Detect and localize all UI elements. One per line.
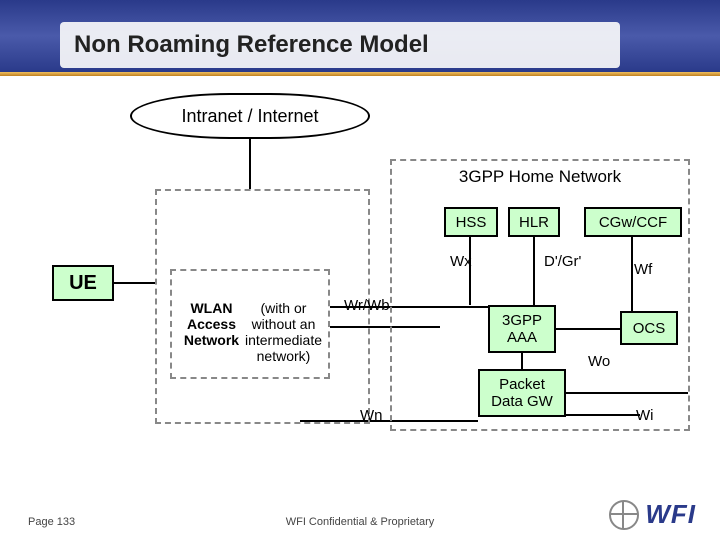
node-ocs: OCS: [620, 311, 678, 345]
iface-wrwb: Wr/Wb: [344, 297, 390, 314]
iface-wf: Wf: [634, 261, 652, 278]
title-bar: Non Roaming Reference Model: [0, 0, 720, 74]
globe-icon: [609, 500, 639, 530]
node-hss: HSS: [444, 207, 498, 237]
node-aaa: 3GPPAAA: [488, 305, 556, 353]
node-cgw: CGw/CCF: [584, 207, 682, 237]
iface-dgr: D'/Gr': [544, 253, 581, 270]
slide-title: Non Roaming Reference Model: [60, 31, 429, 59]
node-hlr: HLR: [508, 207, 560, 237]
logo-text: WFI: [645, 499, 696, 530]
wfi-logo: WFI: [609, 499, 696, 530]
title-box: Non Roaming Reference Model: [60, 22, 620, 68]
diagram-canvas: Intranet / Internet3GPP Home NetworkUEWL…: [0, 75, 720, 495]
iface-wi: Wi: [636, 407, 654, 424]
node-ue: UE: [52, 265, 114, 301]
iface-wx: Wx: [450, 253, 472, 270]
node-cloud: Intranet / Internet: [130, 93, 370, 139]
node-wlan: WLANAccess Network(with or without anint…: [170, 269, 330, 379]
node-pgw: PacketData GW: [478, 369, 566, 417]
iface-wo: Wo: [588, 353, 610, 370]
iface-wn: Wn: [360, 407, 383, 424]
